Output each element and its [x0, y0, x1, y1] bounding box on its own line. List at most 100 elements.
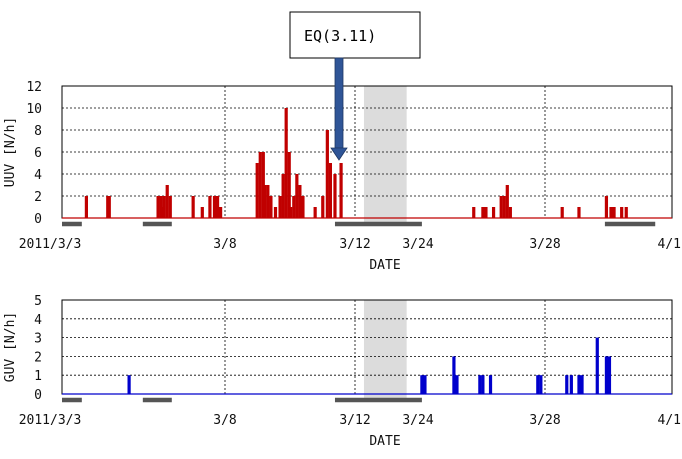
data-bar — [313, 207, 317, 218]
data-bar — [612, 207, 616, 218]
y-tick-label: 6 — [34, 146, 42, 161]
x-axis-title: DATE — [369, 258, 400, 273]
y-axis-title: UUV [N/h] — [3, 117, 18, 187]
data-bar — [278, 196, 282, 218]
data-bar — [165, 185, 169, 218]
data-bar — [301, 196, 305, 218]
data-bar — [212, 196, 217, 218]
data-bar — [168, 196, 172, 218]
y-tick-label: 4 — [34, 313, 42, 328]
data-bar — [560, 207, 564, 218]
data-gap-region — [363, 86, 407, 222]
data-bar — [200, 207, 204, 218]
data-bar — [281, 174, 285, 218]
data-bar — [484, 207, 488, 218]
data-bar — [420, 375, 424, 394]
eq-annotation: EQ(3.11) — [289, 11, 421, 161]
data-bar — [289, 207, 293, 218]
data-bar — [452, 356, 456, 394]
uuv-panel: 0 2 4 6 8 10 12 2011/3/3 3/8 3/12 3/24 3/28 4/1 DATE U… — [3, 80, 681, 273]
eq-arrow-head — [330, 147, 348, 161]
x-tick-label: 4/1 — [658, 237, 681, 252]
data-bar — [609, 207, 613, 218]
data-bar — [292, 196, 296, 218]
data-bar — [127, 375, 131, 394]
data-bar — [478, 375, 482, 394]
data-bar — [539, 375, 543, 394]
data-bar — [423, 375, 427, 394]
y-tick-label: 2 — [34, 190, 42, 205]
x-tick-label: 3/28 — [529, 413, 560, 428]
eq-callout-text: EQ(3.11) — [304, 27, 376, 45]
x-tick-label: 3/12 — [339, 237, 370, 252]
data-bar — [491, 207, 496, 218]
y-tick-label: 0 — [34, 388, 42, 403]
data-bar — [298, 185, 302, 218]
y-axis-title: GUV [N/h] — [3, 312, 18, 382]
x-tick-label: 2011/3/3 — [19, 237, 82, 252]
data-bar — [269, 196, 273, 218]
x-tick-label: 3/8 — [213, 413, 236, 428]
y-tick-label: 12 — [26, 80, 42, 95]
data-bar — [604, 196, 609, 218]
data-bar — [604, 356, 609, 394]
data-bar — [607, 356, 612, 394]
y-tick-label: 4 — [34, 168, 42, 183]
data-bar — [295, 174, 299, 218]
data-bar — [565, 375, 569, 394]
data-bar — [255, 163, 259, 218]
data-bar — [328, 163, 332, 218]
data-bar — [624, 207, 628, 218]
data-bar — [505, 185, 509, 218]
y-tick-label: 2 — [34, 350, 42, 365]
data-bar — [162, 196, 166, 218]
data-bar — [508, 207, 512, 218]
data-bar — [273, 207, 278, 218]
data-bar — [502, 196, 506, 218]
x-axis-title: DATE — [369, 434, 400, 449]
data-bar — [569, 375, 573, 394]
data-bar — [580, 375, 584, 394]
data-bar — [620, 207, 624, 218]
data-bar — [472, 207, 476, 218]
x-tick-label: 3/24 — [402, 413, 433, 428]
y-tick-label: 3 — [34, 332, 42, 347]
data-bar — [191, 196, 195, 218]
x-tick-label: 2011/3/3 — [19, 413, 82, 428]
data-bar — [258, 152, 262, 218]
data-bar — [84, 196, 88, 218]
y-tick-label: 8 — [34, 124, 42, 139]
y-tick-label: 10 — [26, 102, 42, 117]
y-tick-label: 0 — [34, 212, 42, 227]
data-bar — [577, 207, 581, 218]
y-tick-label: 5 — [34, 294, 42, 309]
data-bar — [455, 375, 459, 394]
data-bar — [284, 108, 288, 218]
data-bar — [536, 375, 540, 394]
x-tick-label: 3/12 — [339, 413, 370, 428]
data-gap-region — [363, 300, 407, 398]
data-bar — [481, 207, 485, 218]
data-bar — [595, 337, 599, 394]
x-tick-label: 4/1 — [658, 413, 681, 428]
data-bar — [481, 375, 485, 394]
data-bar — [339, 163, 343, 218]
data-bar — [325, 130, 329, 218]
data-bar — [107, 196, 111, 218]
data-bar — [215, 196, 220, 218]
data-bar — [287, 152, 291, 218]
data-bar — [499, 196, 503, 218]
data-bar — [219, 207, 223, 218]
data-bar — [488, 375, 493, 394]
data-bar — [208, 196, 212, 218]
guv-panel: 0 1 2 3 4 5 2011/3/3 3/8 3/12 3/24 3/28 4/1 DATE GUV … — [3, 294, 681, 449]
data-bar — [266, 185, 270, 218]
data-bar — [156, 196, 160, 218]
data-bar — [321, 196, 325, 218]
eq-callout-box — [289, 11, 421, 59]
data-bar — [263, 185, 267, 218]
y-tick-label: 1 — [34, 369, 42, 384]
data-bar — [577, 375, 581, 394]
x-tick-label: 3/28 — [529, 237, 560, 252]
